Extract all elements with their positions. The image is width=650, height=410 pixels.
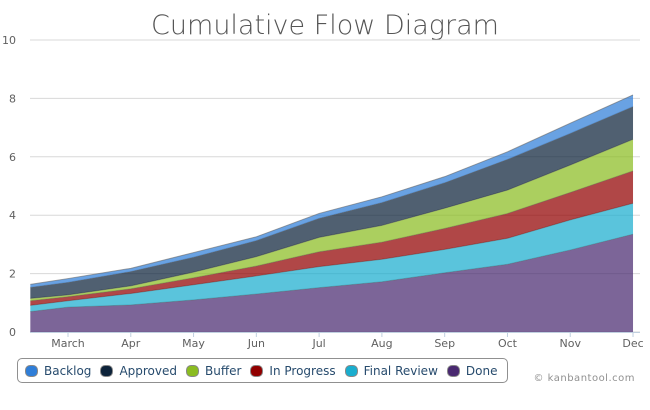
legend-label: In Progress bbox=[269, 363, 336, 378]
legend-item-buffer[interactable]: Buffer bbox=[186, 364, 241, 378]
area-done bbox=[30, 234, 634, 332]
credit-link[interactable]: © kanbantool.com bbox=[533, 373, 635, 384]
legend-label: Backlog bbox=[44, 363, 92, 378]
y-tick-label: 8 bbox=[9, 92, 16, 105]
area-approved bbox=[30, 106, 634, 299]
x-tick-label: Sep bbox=[434, 337, 455, 350]
y-tick-label: 2 bbox=[9, 268, 16, 281]
y-tick-label: 0 bbox=[9, 326, 16, 339]
x-tick-label: Apr bbox=[121, 337, 141, 350]
legend-label: Buffer bbox=[205, 363, 242, 378]
line-backlog bbox=[30, 94, 634, 285]
x-tick-label: May bbox=[182, 337, 205, 350]
x-tick-label: Jun bbox=[247, 337, 265, 350]
y-tick-label: 6 bbox=[9, 151, 16, 164]
y-tick-label: 10 bbox=[2, 34, 16, 47]
x-tick-label: Dec bbox=[622, 337, 643, 350]
x-tick-label: Jul bbox=[311, 337, 325, 350]
buffer-swatch-icon bbox=[186, 364, 199, 377]
legend-label: Approved bbox=[119, 363, 177, 378]
legend-item-done[interactable]: Done bbox=[446, 363, 498, 378]
backlog-swatch-icon bbox=[25, 364, 38, 377]
y-tick-label: 4 bbox=[9, 209, 16, 222]
legend-item-approved[interactable]: Approved bbox=[100, 364, 177, 378]
final-review-swatch-icon bbox=[344, 364, 358, 377]
legend-item-final-review[interactable]: Final Review bbox=[344, 363, 438, 378]
in-progress-swatch-icon bbox=[250, 364, 264, 377]
legend-item-in-progress[interactable]: In Progress bbox=[250, 363, 336, 378]
legend: Backlog Approved Buffer In Progress Fina… bbox=[17, 358, 508, 383]
x-tick-label: Nov bbox=[560, 337, 582, 350]
done-swatch-icon bbox=[446, 364, 460, 377]
x-tick-label: Aug bbox=[371, 337, 392, 350]
legend-item-backlog[interactable]: Backlog bbox=[25, 364, 91, 378]
approved-swatch-icon bbox=[100, 364, 114, 377]
legend-label: Done bbox=[465, 363, 498, 378]
legend-label: Final Review bbox=[363, 363, 438, 378]
x-tick-label: Oct bbox=[498, 337, 518, 350]
x-tick-label: March bbox=[51, 337, 85, 350]
area-final-review bbox=[30, 203, 634, 312]
chart-title: Cumulative Flow Diagram bbox=[151, 10, 499, 41]
